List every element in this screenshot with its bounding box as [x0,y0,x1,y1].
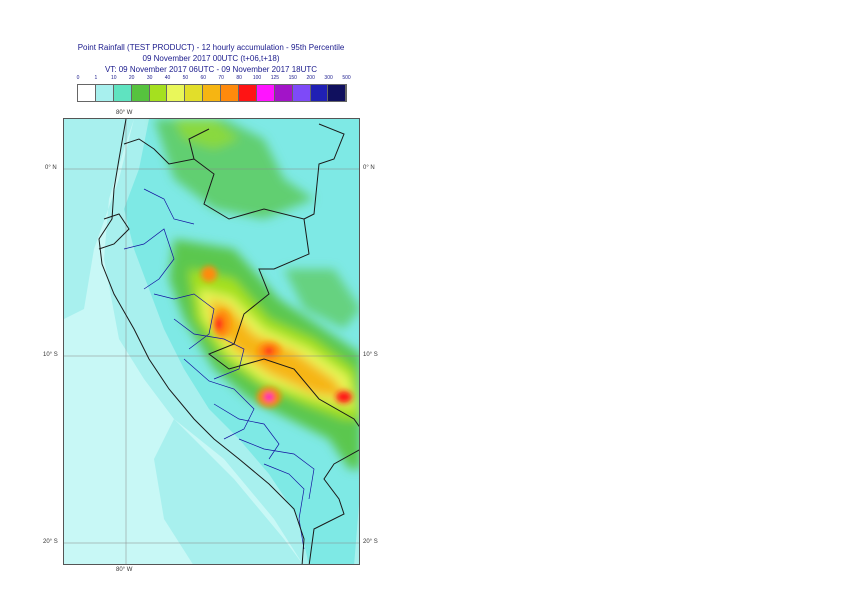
legend-label: 1 [94,75,98,81]
lat-label-left-20s: 20° S [43,539,58,545]
legend-label: 70 [218,75,224,81]
lat-label-right-0n: 0° N [363,165,375,171]
legend-swatch [328,85,347,101]
legend-labels: 0 1 10 20 30 40 50 60 70 80 100 125 150 200 300 500 [76,75,351,84]
lon-label-top: 80° W [116,110,133,116]
legend-label: 50 [182,75,189,81]
rainfall-hotspots [201,266,352,407]
legend-label: 10 [111,75,117,81]
title-block: Point Rainfall (TEST PRODUCT) - 12 hourl… [0,42,422,75]
legend-label: 0 [76,75,80,81]
legend-swatch [185,85,204,101]
lat-label-right-20s: 20° S [363,539,378,545]
legend-label: 30 [146,75,153,81]
legend-swatch [292,85,311,101]
legend-label: 500 [342,75,351,81]
legend-label: 40 [164,75,171,81]
lat-label-left-0n: 0° N [45,165,57,171]
legend-label: 100 [252,75,262,81]
legend-swatch [256,85,275,101]
legend-label: 125 [270,75,280,81]
country-borders [98,119,359,564]
map-frame [63,118,360,565]
legend-label: 80 [236,75,242,81]
legend-swatch [167,85,186,101]
lat-label-left-10s: 10° S [43,352,58,358]
legend-label: 60 [200,75,207,81]
title-line-1: Point Rainfall (TEST PRODUCT) - 12 hourl… [77,43,345,52]
legend-label: 300 [324,75,333,81]
legend-swatch [131,85,150,101]
legend-label: 200 [306,75,315,81]
legend-label: 150 [288,75,297,81]
title-line-2: 09 November 2017 00UTC (t+06,t+18) [142,54,280,63]
legend-swatch [310,85,329,101]
lon-label-bottom: 80° W [116,567,133,573]
lat-label-right-10s: 10° S [363,352,378,358]
legend-swatch [239,85,257,101]
graticule [64,119,359,564]
legend-swatch [149,85,168,101]
southern-ocean-band [154,419,303,564]
legend-swatch [274,85,293,101]
rainfall-map [64,119,359,564]
legend-swatch [78,85,96,101]
legend-swatch [221,85,240,101]
legend-swatch [95,85,114,101]
title-line-3: VT: 09 November 2017 06UTC - 09 November… [104,65,318,74]
legend-color-bar [77,84,348,102]
legend-swatch [203,85,222,101]
legend-label: 20 [128,75,135,81]
legend-swatch [113,85,132,101]
